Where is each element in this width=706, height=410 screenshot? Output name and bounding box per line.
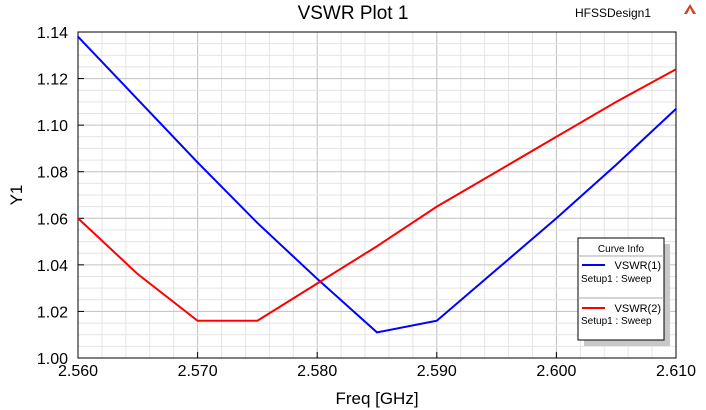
y-tick-label: 1.04: [37, 258, 68, 275]
data-point: [256, 319, 259, 322]
y-tick-label: 1.10: [37, 118, 68, 135]
data-point: [555, 217, 558, 220]
data-point: [77, 35, 79, 38]
data-point: [436, 205, 438, 208]
data-point: [555, 135, 558, 138]
y-tick-label: 1.00: [37, 351, 68, 368]
data-point: [495, 268, 498, 271]
y-tick-label: 1.14: [37, 25, 68, 42]
design-name: HFSSDesign1: [575, 6, 651, 20]
ansys-logo-icon: [684, 4, 696, 14]
data-point: [615, 163, 617, 166]
y-tick-label: 1.08: [37, 165, 68, 182]
data-point: [615, 101, 617, 103]
x-tick-label: 2.600: [536, 363, 576, 380]
data-point: [196, 319, 199, 322]
data-point: [675, 108, 677, 110]
curves: [77, 35, 677, 334]
legend-label-vswr1: VSWR(1): [615, 260, 661, 272]
y-axis-label: Y1: [7, 185, 26, 206]
data-point: [376, 245, 378, 248]
data-point: [256, 222, 259, 224]
x-axis-label: Freq [GHz]: [335, 389, 418, 408]
x-tick-label: 2.580: [297, 363, 337, 380]
axis-ticks: 2.560 2.570 2.580 2.590 2.600 2.610 1.00 1.02 1.…: [37, 25, 696, 380]
data-point: [376, 331, 378, 334]
chart-title: VSWR Plot 1: [298, 3, 409, 24]
x-tick-label: 2.610: [656, 363, 696, 380]
data-point: [316, 278, 319, 280]
x-tick-label: 2.590: [417, 363, 457, 380]
legend-label-vswr2: VSWR(2): [615, 303, 661, 315]
plot-frame: [77, 31, 677, 359]
data-point: [137, 273, 139, 275]
x-tick-label: 2.560: [58, 363, 98, 380]
y-tick-label: 1.12: [37, 72, 68, 89]
legend-sub-vswr2: Setup1 : Sweep: [581, 316, 652, 327]
x-tick-label: 2.570: [178, 363, 218, 380]
data-point: [675, 68, 677, 71]
legend[interactable]: Curve Info VSWR(1) Setup1 : Sweep VSWR(2…: [577, 237, 670, 346]
data-point: [137, 98, 139, 101]
legend-box: [577, 237, 665, 341]
y-tick-label: 1.06: [37, 211, 68, 228]
legend-title: Curve Info: [598, 244, 645, 255]
data-point: [436, 319, 438, 322]
data-point: [196, 161, 199, 164]
data-point: [495, 170, 498, 173]
data-point: [77, 217, 79, 220]
legend-sub-vswr1: Setup1 : Sweep: [581, 274, 652, 285]
y-tick-label: 1.02: [37, 304, 68, 321]
data-point: [316, 282, 319, 285]
